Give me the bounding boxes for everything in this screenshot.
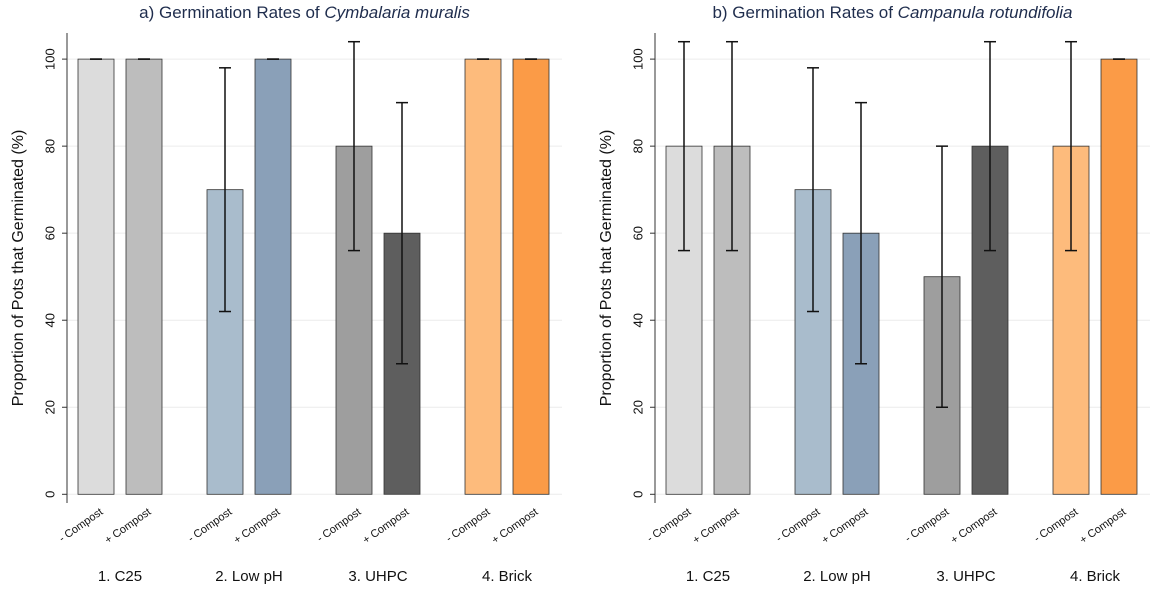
x-tick-label: + Compost <box>232 506 283 547</box>
group-label: 2. Low pH <box>803 568 871 585</box>
bar <box>464 58 502 495</box>
x-tick-label: + Compost <box>691 506 742 547</box>
x-tick-label: - Compost <box>774 506 822 545</box>
y-tick-label: 20 <box>42 400 57 414</box>
y-tick-label: 100 <box>630 48 645 70</box>
error-bar <box>1065 40 1077 252</box>
group-label: 1. C25 <box>98 568 142 585</box>
error-bar <box>984 40 996 252</box>
x-tick-label: - Compost <box>186 506 234 545</box>
error-bar <box>807 67 819 313</box>
x-tick-label: - Compost <box>903 506 951 545</box>
x-tick-label: + Compost <box>490 506 541 547</box>
y-tick-label: 0 <box>630 491 645 498</box>
x-tick-label: - Compost <box>645 506 693 545</box>
title-species: Cymbalaria muralis <box>324 3 470 22</box>
y-tick-label: 40 <box>42 313 57 327</box>
y-tick-label: 80 <box>42 139 57 153</box>
group-label: 3. UHPC <box>348 568 407 585</box>
x-tick-label: + Compost <box>361 506 412 547</box>
x-tick-label: - Compost <box>444 506 492 545</box>
title-text: a) Germination Rates of <box>139 3 320 22</box>
x-tick-label: + Compost <box>103 506 154 547</box>
bar <box>1100 58 1138 495</box>
chart-title: a) Germination Rates of Cymbalaria mural… <box>139 3 470 22</box>
y-tick-label: 40 <box>630 313 645 327</box>
error-bar <box>855 101 867 365</box>
group-label: 4. Brick <box>1070 568 1121 585</box>
error-bar <box>348 40 360 252</box>
y-tick-label: 20 <box>630 400 645 414</box>
y-axis-label: Proportion of Pots that Germinated (%) <box>10 130 27 407</box>
x-tick-label: + Compost <box>820 506 871 547</box>
title-text: b) Germination Rates of <box>712 3 893 22</box>
error-bar <box>936 145 948 409</box>
y-tick-label: 80 <box>630 139 645 153</box>
x-tick-label: - Compost <box>57 506 105 545</box>
group-label: 3. UHPC <box>936 568 995 585</box>
bar <box>512 58 550 495</box>
x-tick-label: + Compost <box>1078 506 1129 547</box>
bar <box>77 58 115 495</box>
bar <box>125 58 163 495</box>
y-tick-label: 60 <box>42 226 57 240</box>
title-species: Campanula rotundifolia <box>898 3 1073 22</box>
error-bar <box>726 40 738 252</box>
y-tick-label: 60 <box>630 226 645 240</box>
bar <box>254 58 292 495</box>
x-tick-label: + Compost <box>949 506 1000 547</box>
y-tick-label: 100 <box>42 48 57 70</box>
y-tick-label: 0 <box>42 491 57 498</box>
chart-title: b) Germination Rates of Campanula rotund… <box>712 3 1072 22</box>
x-tick-label: - Compost <box>1032 506 1080 545</box>
error-bar <box>219 67 231 313</box>
y-axis-label: Proportion of Pots that Germinated (%) <box>598 130 615 407</box>
group-label: 4. Brick <box>482 568 533 585</box>
group-label: 1. C25 <box>686 568 730 585</box>
error-bar <box>678 40 690 252</box>
error-bar <box>396 101 408 365</box>
group-label: 2. Low pH <box>215 568 283 585</box>
x-tick-label: - Compost <box>315 506 363 545</box>
